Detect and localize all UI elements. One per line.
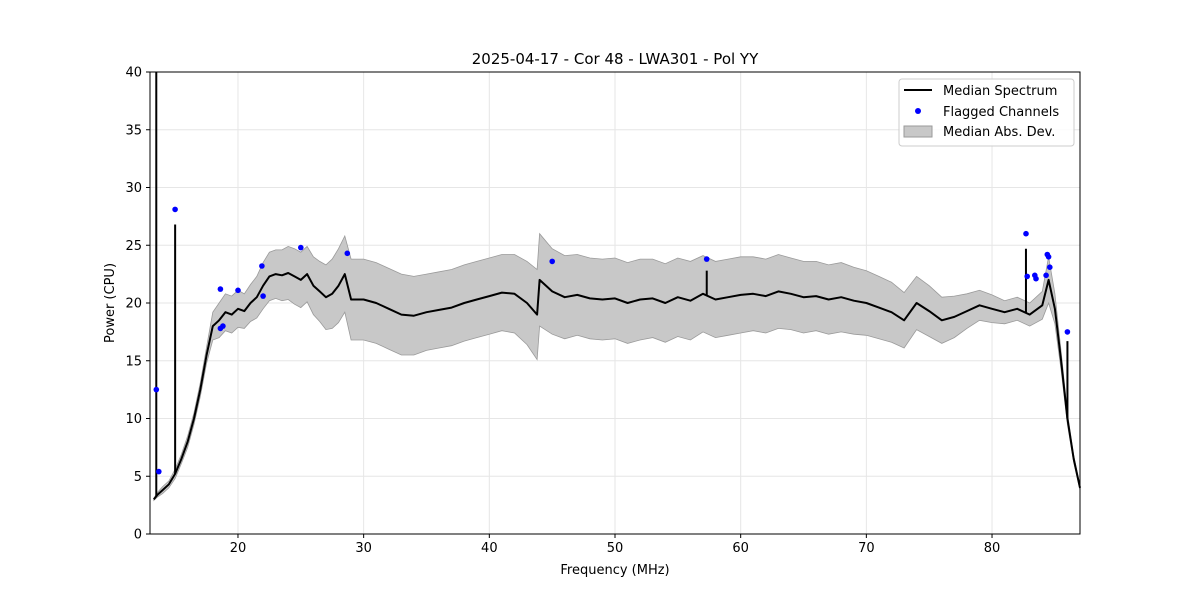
y-tick-label: 30	[125, 181, 142, 196]
flagged-channel-point	[1043, 272, 1049, 279]
y-tick-label: 20	[125, 297, 142, 312]
flagged-channel-point	[1047, 264, 1053, 271]
flagged-channel-point	[703, 256, 710, 262]
y-tick-label: 15	[125, 354, 142, 369]
y-tick-label: 25	[125, 239, 142, 254]
flagged-channel-point	[220, 323, 226, 329]
flagged-channel-point	[260, 293, 266, 299]
legend: Median Spectrum Flagged Channels Median …	[898, 78, 1075, 147]
legend-flagged-label: Flagged Channels	[943, 105, 1059, 120]
legend-mad-label: Median Abs. Dev.	[943, 125, 1055, 140]
x-tick-label: 50	[607, 541, 624, 556]
flagged-channel-point	[1024, 273, 1030, 280]
flagged-channel-point	[1033, 275, 1039, 282]
flagged-channel-point	[153, 386, 160, 393]
y-axis-ticks: 0 5 10 15 20 25 30 35 40	[125, 66, 150, 543]
median-spectrum-line	[153, 272, 1081, 501]
x-axis-label: Frequency (MHz)	[560, 563, 669, 578]
y-tick-label: 0	[134, 528, 142, 543]
y-axis-label: Power (CPU)	[103, 263, 118, 343]
x-tick-label: 70	[858, 541, 875, 556]
flagged-channel-point	[156, 468, 162, 475]
legend-box	[898, 78, 1075, 147]
flagged-channel-point	[1045, 253, 1052, 260]
x-tick-label: 60	[732, 541, 749, 556]
flagged-channel-point	[1064, 329, 1071, 335]
flagged-channel-point	[259, 263, 265, 269]
x-tick-label: 40	[481, 541, 498, 556]
flagged-channel-point	[217, 286, 224, 292]
flagged-channel-point	[549, 258, 555, 265]
flagged-channel-point	[344, 250, 351, 257]
legend-flagged-swatch	[915, 108, 921, 114]
y-tick-label: 10	[125, 412, 142, 427]
y-tick-label: 35	[125, 123, 142, 138]
flagged-channel-point	[172, 206, 178, 213]
flagged-channel-point	[235, 287, 241, 294]
flagged-channel-point	[1023, 230, 1029, 237]
legend-median-label: Median Spectrum	[943, 84, 1057, 99]
flagged-channel-point	[298, 244, 304, 251]
x-tick-label: 20	[230, 541, 247, 556]
x-tick-label: 30	[355, 541, 372, 556]
legend-mad-swatch	[903, 125, 933, 138]
x-tick-label: 80	[984, 541, 1001, 556]
y-tick-label: 40	[125, 66, 142, 81]
y-tick-label: 5	[134, 470, 142, 485]
chart-title: 2025-04-17 - Cor 48 - LWA301 - Pol YY	[472, 50, 759, 68]
x-axis-ticks: 20 30 40 50 60 70 80	[230, 534, 1001, 556]
